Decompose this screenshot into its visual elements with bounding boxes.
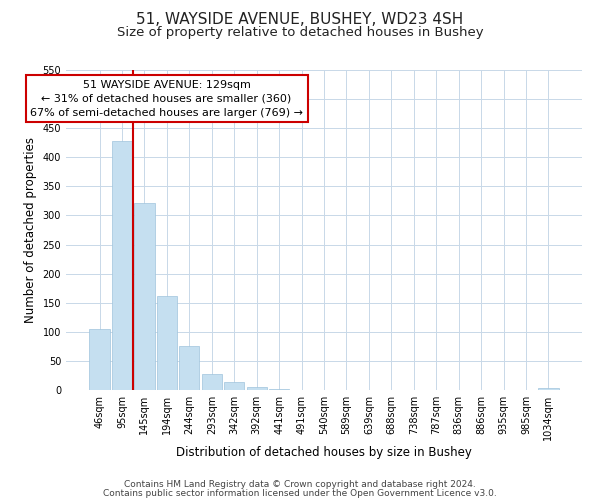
Bar [89,329,110,390]
Text: 51 WAYSIDE AVENUE: 129sqm
← 31% of detached houses are smaller (360)
67% of semi: 51 WAYSIDE AVENUE: 129sqm ← 31% of detac… [30,80,303,118]
Text: 51, WAYSIDE AVENUE, BUSHEY, WD23 4SH: 51, WAYSIDE AVENUE, BUSHEY, WD23 4SH [136,12,464,28]
Bar [157,296,177,390]
Bar [269,389,289,390]
Bar [247,387,267,390]
Text: Contains HM Land Registry data © Crown copyright and database right 2024.: Contains HM Land Registry data © Crown c… [124,480,476,489]
X-axis label: Distribution of detached houses by size in Bushey: Distribution of detached houses by size … [176,446,472,458]
Bar [112,141,132,390]
Bar [202,374,222,390]
Text: Contains public sector information licensed under the Open Government Licence v3: Contains public sector information licen… [103,488,497,498]
Bar [179,346,199,390]
Bar [134,202,155,390]
Bar [224,382,244,390]
Text: Size of property relative to detached houses in Bushey: Size of property relative to detached ho… [116,26,484,39]
Bar [538,388,559,390]
Y-axis label: Number of detached properties: Number of detached properties [24,137,37,323]
